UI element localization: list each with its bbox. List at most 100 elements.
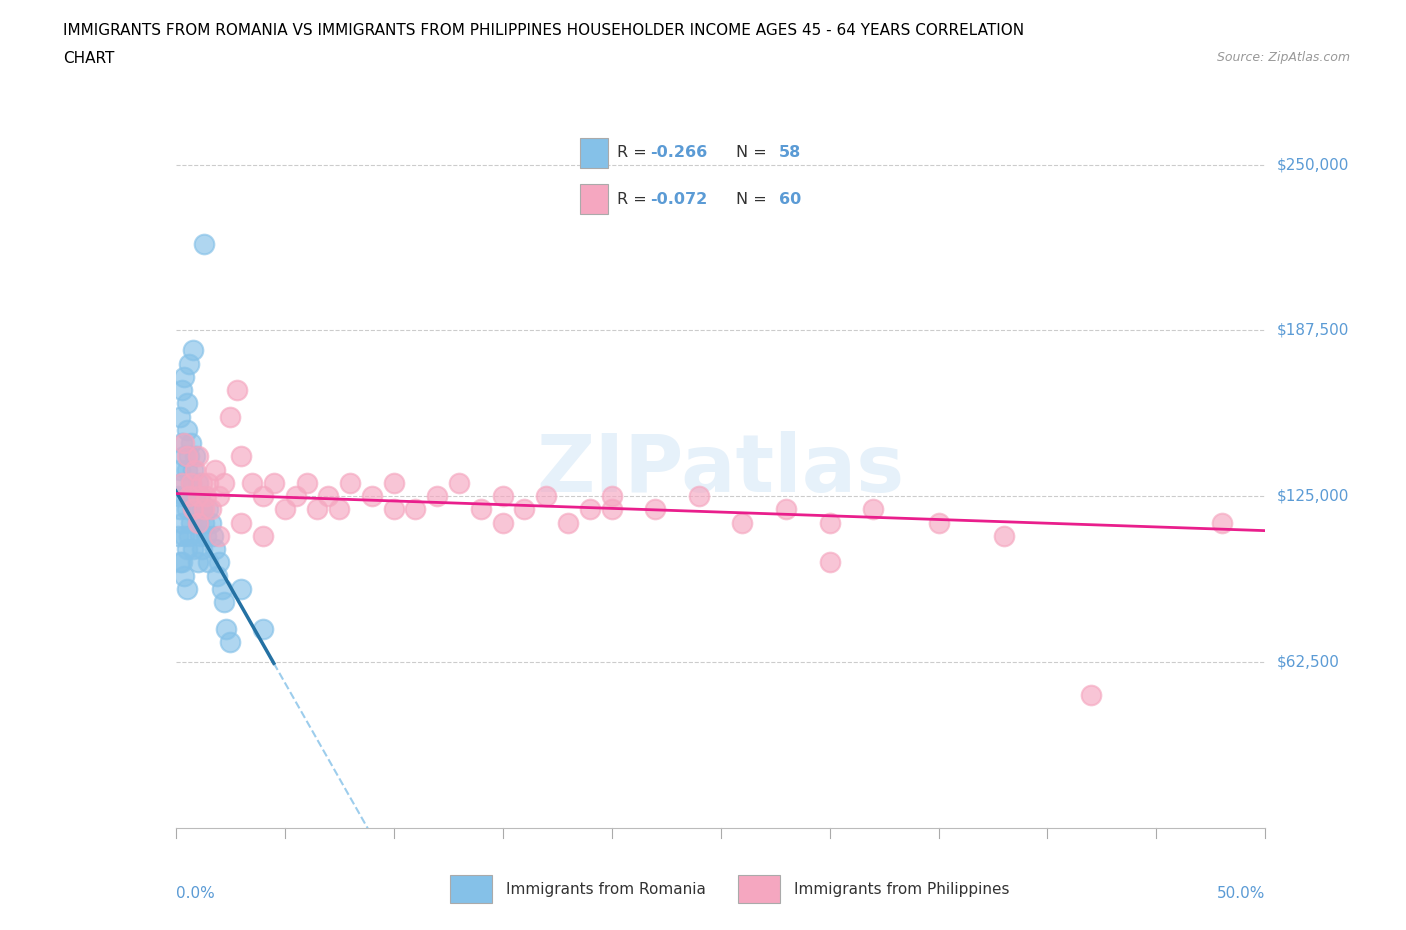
Point <box>172 435 194 450</box>
Point <box>184 462 207 477</box>
Point <box>1211 515 1233 530</box>
Point <box>167 489 190 504</box>
Point <box>173 568 195 583</box>
Point <box>284 489 307 504</box>
Point <box>513 502 536 517</box>
Point <box>426 489 449 504</box>
Point <box>219 409 242 424</box>
Point <box>180 475 202 490</box>
Point <box>231 581 253 596</box>
Point <box>186 515 209 530</box>
Point <box>176 449 198 464</box>
Point <box>405 502 427 517</box>
Point <box>579 502 602 517</box>
Point <box>169 462 191 477</box>
Point <box>186 515 209 530</box>
Text: Source: ZipAtlas.com: Source: ZipAtlas.com <box>1216 51 1350 64</box>
Point <box>193 237 215 252</box>
Point <box>176 542 198 557</box>
Point <box>172 475 194 490</box>
Point <box>263 475 285 490</box>
Point <box>447 475 470 490</box>
Point <box>193 515 215 530</box>
Point <box>186 555 209 570</box>
Text: Immigrants from Philippines: Immigrants from Philippines <box>794 882 1010 897</box>
Text: 50.0%: 50.0% <box>1218 886 1265 901</box>
Point <box>184 449 207 464</box>
Text: $62,500: $62,500 <box>1277 655 1339 670</box>
Point <box>186 489 209 504</box>
Point <box>200 502 222 517</box>
Point <box>172 555 194 570</box>
Point <box>215 621 238 636</box>
Point <box>231 515 253 530</box>
Point <box>252 489 274 504</box>
Point <box>176 462 198 477</box>
Point <box>1080 687 1102 702</box>
Point <box>176 422 198 437</box>
Point <box>180 435 202 450</box>
Text: IMMIGRANTS FROM ROMANIA VS IMMIGRANTS FROM PHILIPPINES HOUSEHOLDER INCOME AGES 4: IMMIGRANTS FROM ROMANIA VS IMMIGRANTS FR… <box>63 23 1025 38</box>
Point <box>177 356 200 371</box>
Point <box>212 475 235 490</box>
Point <box>191 475 214 490</box>
Point <box>181 462 204 477</box>
Point <box>177 528 200 543</box>
Point <box>173 369 195 384</box>
Point <box>176 502 198 517</box>
Point <box>172 515 194 530</box>
Point <box>176 396 198 411</box>
Point <box>208 528 231 543</box>
Point <box>295 475 318 490</box>
Point <box>928 515 950 530</box>
Point <box>195 528 218 543</box>
Point <box>188 489 211 504</box>
Point <box>184 489 207 504</box>
Point <box>208 555 231 570</box>
Point <box>534 489 557 504</box>
Point <box>169 409 191 424</box>
Point <box>173 528 195 543</box>
Point <box>231 449 253 464</box>
Text: $125,000: $125,000 <box>1277 488 1348 504</box>
Text: 0.0%: 0.0% <box>176 886 215 901</box>
Point <box>193 502 215 517</box>
Point <box>180 475 202 490</box>
Point <box>219 634 242 649</box>
Text: CHART: CHART <box>63 51 115 66</box>
Point <box>688 489 710 504</box>
Point <box>188 528 211 543</box>
Point <box>176 581 198 596</box>
Point <box>240 475 263 490</box>
Point <box>644 502 666 517</box>
Point <box>339 475 361 490</box>
Point <box>177 449 200 464</box>
Point <box>181 343 204 358</box>
Point <box>173 435 195 450</box>
Point <box>360 489 382 504</box>
Point <box>181 502 204 517</box>
Point <box>173 449 195 464</box>
Point <box>195 489 218 504</box>
Point <box>225 382 247 397</box>
Point <box>252 528 274 543</box>
Point <box>177 489 200 504</box>
Text: Immigrants from Romania: Immigrants from Romania <box>506 882 706 897</box>
Point <box>731 515 754 530</box>
Point <box>172 475 194 490</box>
Point <box>205 568 228 583</box>
Point <box>600 489 623 504</box>
Point <box>169 555 191 570</box>
Point <box>169 502 191 517</box>
Bar <box>450 875 492 903</box>
Point <box>181 502 204 517</box>
Point <box>197 502 219 517</box>
Point <box>557 515 579 530</box>
Bar <box>738 875 780 903</box>
Point <box>186 449 209 464</box>
Text: $250,000: $250,000 <box>1277 157 1348 172</box>
Point <box>492 489 515 504</box>
Point <box>201 528 224 543</box>
Point <box>208 489 231 504</box>
Point <box>307 502 329 517</box>
